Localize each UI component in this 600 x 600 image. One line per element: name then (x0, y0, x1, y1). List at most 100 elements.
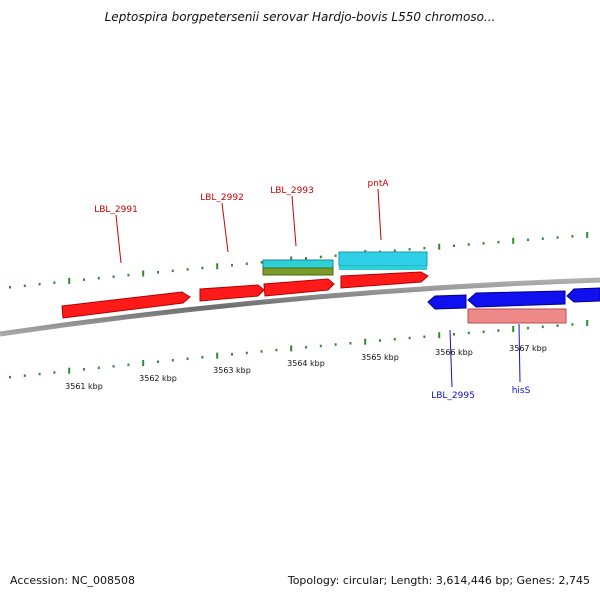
scale-label-3566: 3566 kbp (435, 348, 473, 357)
inner-minor-tick (571, 323, 574, 326)
accession-text: Accession: NC_008508 (10, 574, 136, 587)
outer-minor-tick (393, 249, 396, 252)
inner-major-tick (68, 367, 71, 374)
inner-minor-tick (97, 366, 100, 370)
scale-label-3562: 3562 kbp (139, 374, 177, 383)
reverse-gene-labels: LBL_2995 hisS (431, 323, 531, 401)
inner-minor-tick (305, 346, 307, 349)
outer-major-tick (290, 256, 293, 263)
map-title: Leptospira borgpetersenii serovar Hardjo… (104, 10, 496, 24)
outer-minor-tick (453, 244, 455, 247)
inner-major-tick (364, 338, 367, 345)
outer-minor-tick (127, 273, 130, 277)
gene-arrow-lbl2991[interactable] (61, 291, 191, 319)
outer-minor-tick (527, 238, 529, 242)
gene-arrow-next[interactable] (566, 287, 600, 303)
outer-minor-tick (231, 263, 233, 267)
label-leader-lbl2995 (449, 329, 453, 388)
outer-minor-tick (53, 281, 56, 284)
topology-summary: Topology: circular; Length: 3,614,446 bp… (287, 574, 590, 587)
gene-label-hiss[interactable]: hisS (512, 386, 531, 396)
outer-major-tick (438, 243, 441, 250)
outer-minor-tick (112, 275, 115, 278)
label-leader-lbl2991 (115, 214, 122, 264)
outer-minor-tick (83, 278, 85, 281)
outer-minor-tick (408, 248, 411, 251)
gene-label-lbl2993[interactable]: LBL_2993 (270, 186, 314, 196)
outer-minor-tick (423, 246, 426, 250)
rna-feature-pnta[interactable] (338, 251, 428, 267)
scale-label-3563: 3563 kbp (213, 366, 251, 375)
inner-minor-tick (83, 368, 85, 371)
gene-arrow-lbl2995[interactable] (427, 294, 467, 310)
rna-feature-pnta-underline (339, 266, 427, 270)
inner-minor-tick (556, 324, 559, 327)
rna-feature-lbl2993[interactable] (262, 259, 334, 269)
scale-label-3565: 3565 kbp (361, 353, 399, 362)
inner-minor-tick (201, 356, 204, 359)
outer-minor-tick (38, 282, 41, 286)
chromosome-backbone (0, 277, 600, 337)
outer-minor-tick (171, 269, 174, 273)
inner-minor-tick (319, 344, 322, 348)
inner-minor-tick (527, 326, 529, 330)
gene-arrow-lbl2992[interactable] (199, 284, 265, 302)
inner-minor-tick (334, 343, 337, 346)
outer-minor-tick (497, 240, 500, 244)
outer-major-tick (586, 232, 589, 238)
forward-gene-labels: LBL_2991 LBL_2992 LBL_2993 pntA (94, 179, 389, 264)
inner-minor-tick (23, 374, 26, 377)
gene-label-pnta[interactable]: pntA (367, 179, 389, 189)
gene-label-lbl2991[interactable]: LBL_2991 (94, 205, 138, 215)
scale-label-3561: 3561 kbp (65, 382, 103, 391)
outer-minor-tick (334, 254, 337, 257)
label-leader-lbl2993 (291, 195, 297, 247)
outer-major-tick (68, 277, 71, 284)
scale-labels: 3561 kbp 3562 kbp 3563 kbp 3564 kbp 3565… (65, 344, 547, 391)
outer-minor-tick (467, 243, 470, 246)
inner-minor-tick (393, 338, 396, 341)
inner-minor-tick (275, 348, 278, 352)
inner-minor-tick (112, 365, 115, 368)
inner-minor-tick (171, 359, 174, 362)
inner-minor-tick (467, 331, 470, 335)
gene-label-lbl2992[interactable]: LBL_2992 (200, 193, 244, 203)
label-leader-pnta (377, 188, 382, 241)
inner-minor-tick (245, 351, 248, 355)
outer-minor-tick (556, 236, 559, 239)
pseudo-feature-hiss[interactable] (467, 308, 567, 324)
outer-major-tick (142, 270, 145, 277)
gene-arrow-pnta[interactable] (340, 271, 429, 289)
inner-minor-tick (186, 357, 189, 360)
inner-minor-tick (408, 336, 411, 340)
outer-minor-tick (541, 237, 544, 240)
scale-label-3564: 3564 kbp (287, 359, 325, 368)
inner-major-tick (290, 345, 293, 352)
label-leader-hiss (518, 323, 521, 383)
inner-major-tick (438, 332, 441, 339)
inner-minor-tick (53, 371, 56, 374)
outer-minor-tick (319, 255, 322, 259)
inner-minor-tick (260, 350, 263, 353)
inner-minor-tick (497, 329, 500, 332)
outer-minor-tick (23, 284, 26, 287)
inner-minor-tick (349, 342, 352, 345)
gene-arrow-lbl2993[interactable] (263, 278, 335, 297)
inner-minor-tick (453, 333, 455, 336)
outer-minor-tick (482, 242, 485, 245)
inner-major-tick (512, 326, 515, 332)
gene-label-lbl2995[interactable]: LBL_2995 (431, 391, 475, 401)
inner-minor-tick (541, 325, 544, 329)
inner-minor-tick (423, 335, 426, 338)
label-leader-lbl2992 (221, 202, 229, 253)
outer-minor-tick (305, 257, 307, 260)
reverse-strand-features (427, 287, 600, 324)
outer-minor-tick (571, 235, 574, 238)
misc-feature-lbl2993[interactable] (262, 267, 334, 276)
inner-minor-tick (231, 353, 233, 356)
inner-tick-row (9, 320, 589, 379)
inner-minor-tick (127, 363, 130, 366)
forward-strand-features (61, 251, 429, 319)
gene-arrow-hiss[interactable] (467, 290, 566, 308)
